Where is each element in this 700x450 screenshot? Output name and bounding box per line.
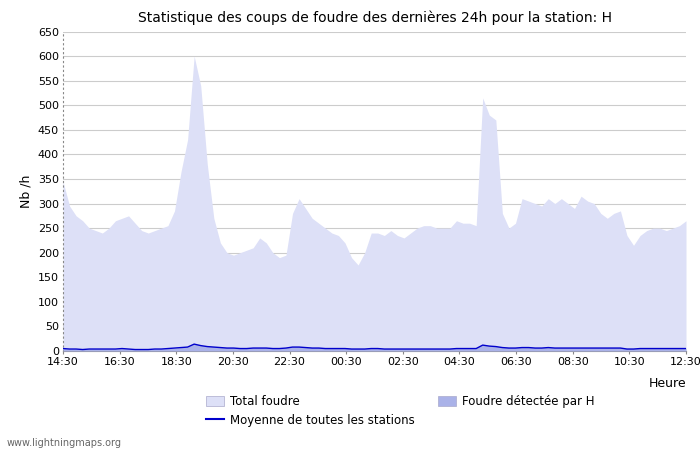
Text: www.lightningmaps.org: www.lightningmaps.org — [7, 438, 122, 448]
Legend: Total foudre, Moyenne de toutes les stations, Foudre détectée par H: Total foudre, Moyenne de toutes les stat… — [206, 395, 594, 427]
Y-axis label: Nb /h: Nb /h — [19, 175, 32, 208]
Title: Statistique des coups de foudre des dernières 24h pour la station: H: Statistique des coups de foudre des dern… — [137, 10, 612, 25]
Text: Heure: Heure — [648, 377, 686, 390]
